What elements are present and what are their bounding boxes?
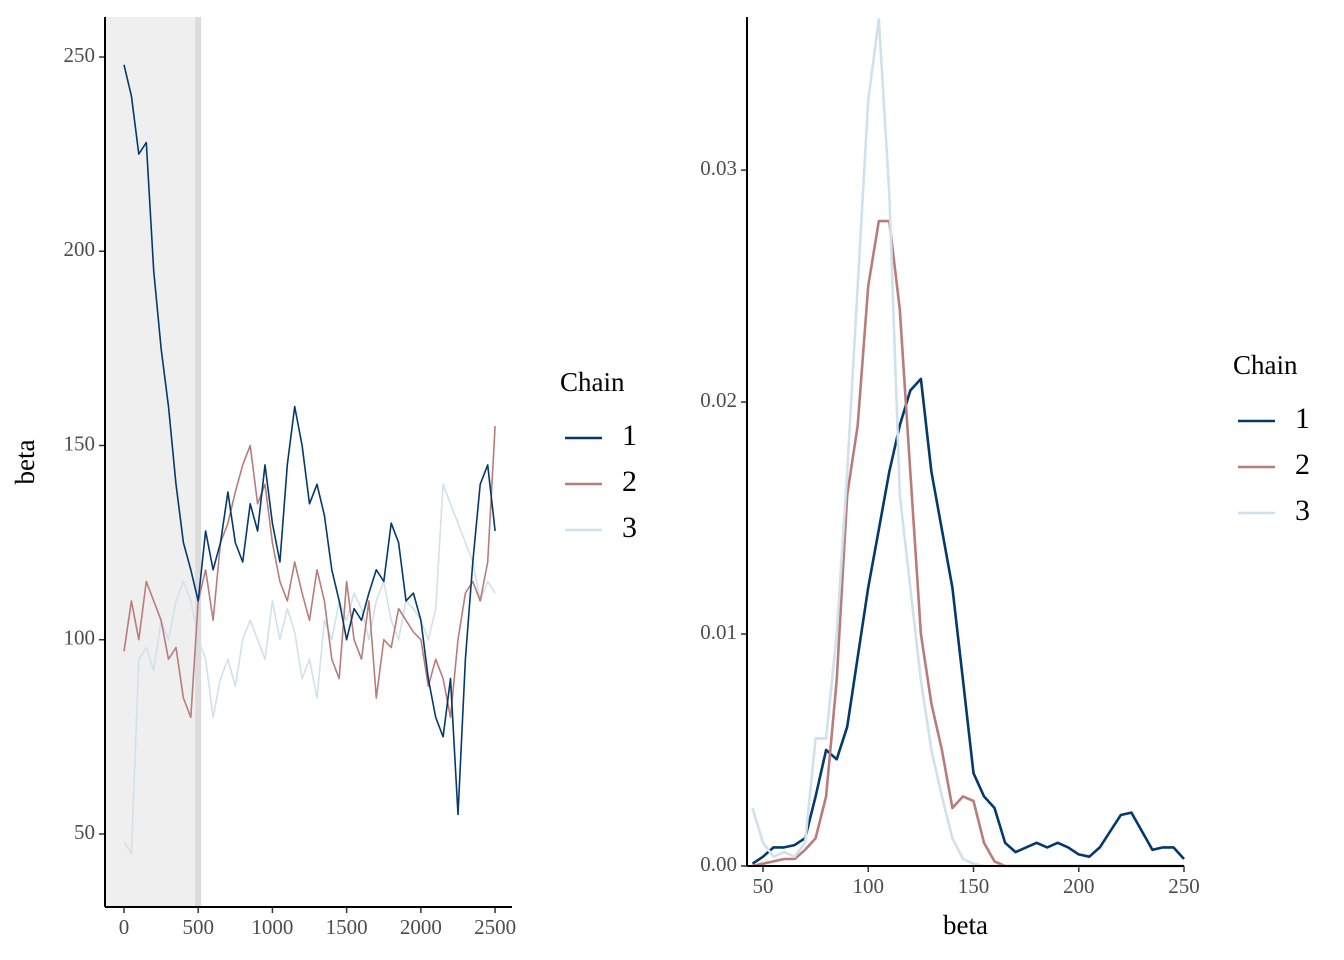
line-line	[123, 426, 496, 719]
legend-title: Chain	[560, 367, 625, 397]
x-tick-label: 2500	[474, 915, 516, 939]
x-tick-label: 2000	[400, 915, 442, 939]
y-tick-label: 0.00	[700, 852, 737, 876]
y-tick-label: 250	[64, 43, 96, 67]
warmup-region	[105, 17, 199, 907]
density-line	[751, 18, 1184, 868]
legend-label: 1	[622, 419, 637, 452]
legend-label: 2	[1295, 448, 1310, 481]
x-tick-label: 1000	[251, 915, 293, 939]
y-axis-label: beta	[10, 440, 40, 485]
y-tick-label: 150	[64, 431, 96, 455]
legend-label: 2	[622, 465, 637, 498]
x-tick-label: 500	[182, 915, 214, 939]
density-line	[751, 377, 1185, 865]
legend-label: 3	[1295, 494, 1310, 527]
y-tick-label: 0.02	[700, 388, 737, 412]
legend-title: Chain	[1233, 350, 1298, 380]
line-line	[123, 64, 496, 816]
y-tick-label: 200	[64, 237, 96, 261]
y-tick-label: 50	[74, 820, 95, 844]
x-tick-label: 200	[1063, 874, 1095, 898]
y-tick-label: 100	[64, 626, 96, 650]
legend-label: 3	[622, 511, 637, 544]
y-tick-label: 0.01	[700, 620, 737, 644]
density-line	[752, 219, 1184, 868]
x-tick-label: 150	[958, 874, 990, 898]
x-tick-label: 100	[852, 874, 884, 898]
x-axis-label: beta	[943, 910, 988, 940]
x-tick-label: 1500	[326, 915, 368, 939]
y-tick-label: 0.03	[700, 156, 737, 180]
legend-label: 1	[1295, 402, 1310, 435]
line-line	[123, 483, 496, 855]
x-tick-label: 50	[752, 874, 773, 898]
x-tick-label: 0	[119, 915, 130, 939]
x-tick-label: 250	[1168, 874, 1200, 898]
